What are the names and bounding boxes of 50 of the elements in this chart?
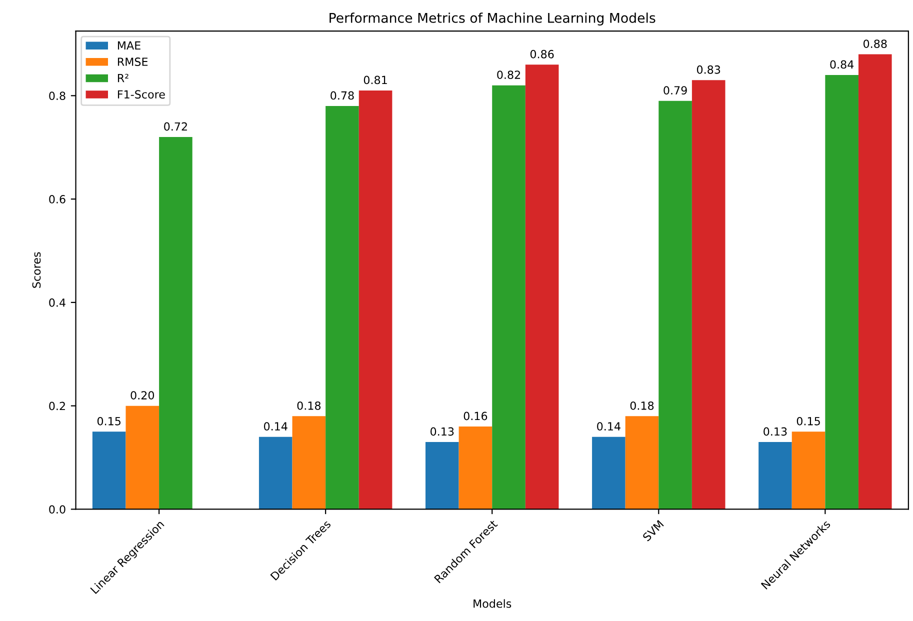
data-label: 0.88 (863, 40, 887, 48)
data-label: 0.16 (464, 412, 488, 420)
data-label: 0.15 (97, 416, 120, 426)
bar (625, 416, 659, 510)
bar (492, 85, 526, 510)
bar (792, 432, 826, 510)
y-tick-label: 0.6 (49, 195, 66, 204)
bar (758, 442, 792, 510)
data-label: 0.13 (430, 427, 454, 436)
bar (92, 432, 126, 510)
data-label: 0.81 (364, 76, 387, 84)
legend-label: F1-Score (118, 90, 165, 99)
bar (159, 137, 192, 510)
y-tick-label: 0.0 (49, 505, 66, 514)
bar (592, 436, 626, 510)
data-label: 0.14 (597, 422, 620, 431)
y-tick-label: 0.2 (49, 402, 65, 410)
bar (692, 80, 726, 510)
bar (458, 426, 492, 510)
y-axis-title: Scores (32, 252, 41, 288)
x-axis-title: Models (474, 599, 512, 608)
data-label: 0.13 (764, 427, 787, 436)
data-label: 0.79 (664, 86, 687, 95)
data-label: 0.83 (696, 65, 720, 74)
data-label: 0.18 (297, 401, 321, 410)
y-tick-label: 0.4 (49, 298, 66, 307)
bar (658, 100, 692, 510)
bar (425, 442, 459, 510)
chart-title: Performance Metrics of Machine Learning Models (330, 12, 656, 26)
data-label: 0.72 (164, 122, 187, 131)
bar (292, 416, 326, 510)
data-label: 0.18 (630, 401, 654, 410)
legend-label: R² (118, 74, 128, 82)
bar (358, 90, 392, 510)
data-label: 0.15 (796, 416, 820, 426)
data-label: 0.20 (130, 391, 154, 400)
bar (525, 64, 559, 510)
legend-label: MAE (118, 41, 140, 50)
legend-label: RMSE (118, 58, 148, 66)
bar (126, 406, 160, 510)
bar (326, 106, 359, 510)
data-label: 0.14 (264, 422, 288, 431)
y-tick-label: 0.8 (49, 92, 66, 100)
bar (858, 54, 892, 510)
data-label: 0.84 (830, 60, 854, 69)
data-label: 0.78 (330, 91, 354, 100)
bar (825, 74, 858, 510)
bar (258, 436, 292, 510)
data-label: 0.82 (497, 70, 520, 80)
data-label: 0.86 (530, 50, 554, 58)
